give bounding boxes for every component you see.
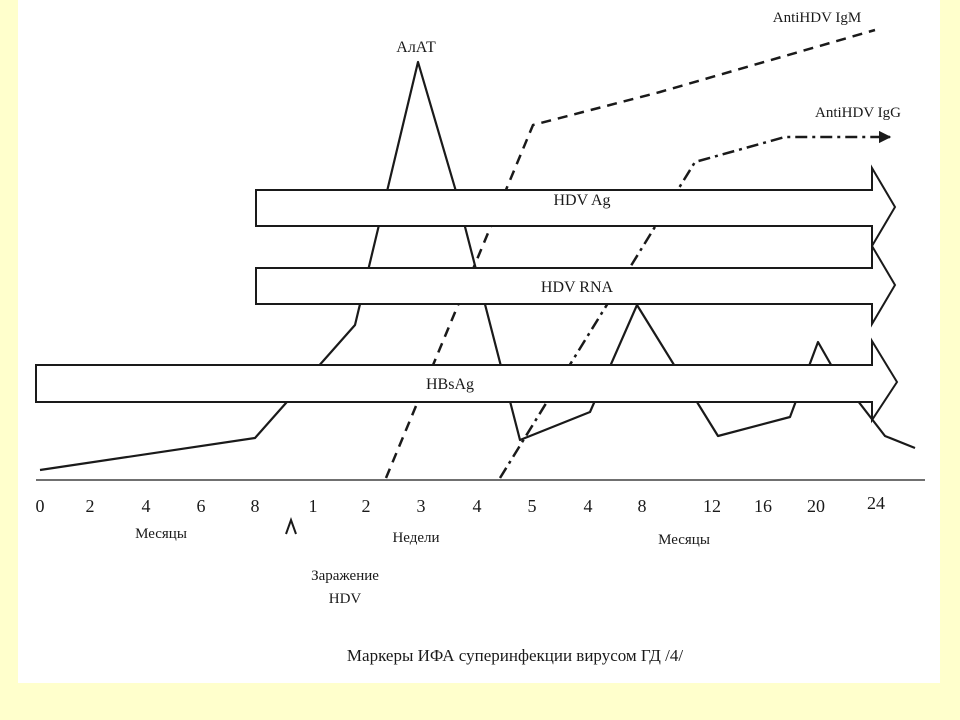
- hdv-ag-label: HDV Ag: [553, 192, 610, 209]
- hbsag-bar: [35, 337, 899, 424]
- infection-label-line2: HDV: [329, 591, 362, 607]
- tick-label: 24: [867, 493, 885, 513]
- tick-label: 16: [754, 496, 772, 516]
- tick-label: 0: [36, 496, 45, 516]
- tick-label: 8: [251, 496, 260, 516]
- months-unit-label: Месяцы: [135, 526, 187, 542]
- anti-hdv-igg-curve: [498, 130, 892, 479]
- tick-label: 2: [86, 496, 95, 516]
- hbsag-label: HBsAg: [426, 376, 474, 393]
- tick-label: 3: [417, 496, 426, 516]
- tick-label: 4: [142, 496, 151, 516]
- tick-label: 4: [584, 496, 593, 516]
- tick-label: 4: [473, 496, 482, 516]
- alat-label: АлАТ: [396, 39, 436, 56]
- tick-label: 5: [528, 496, 537, 516]
- tick-label: 20: [807, 496, 825, 516]
- hdv-ag-bar: [255, 164, 897, 250]
- hdv-rna-bar: [255, 242, 897, 328]
- infection-label-line1: Заражение: [311, 568, 379, 584]
- hdv-rna-label: HDV RNA: [541, 279, 614, 296]
- months-unit-label-right: Месяцы: [658, 532, 710, 548]
- axis-tick-labels: 0 2 4 6 8 1 2 3 4 5 4 8 12 16 20 24: [36, 493, 886, 516]
- tick-label: 1: [309, 496, 318, 516]
- tick-label: 8: [638, 496, 647, 516]
- anti-hdv-igg-label: AntiHDV IgG: [815, 105, 901, 121]
- weeks-unit-label: Недели: [392, 530, 439, 546]
- figure-background: [18, 0, 940, 683]
- infection-caret-icon: [285, 517, 297, 535]
- tick-label: 12: [703, 496, 721, 516]
- anti-hdv-igm-label: AntiHDV IgM: [773, 10, 861, 26]
- tick-label: 2: [362, 496, 371, 516]
- figure-caption: Маркеры ИФА суперинфекции вирусом ГД /4/: [347, 646, 683, 665]
- tick-label: 6: [197, 496, 206, 516]
